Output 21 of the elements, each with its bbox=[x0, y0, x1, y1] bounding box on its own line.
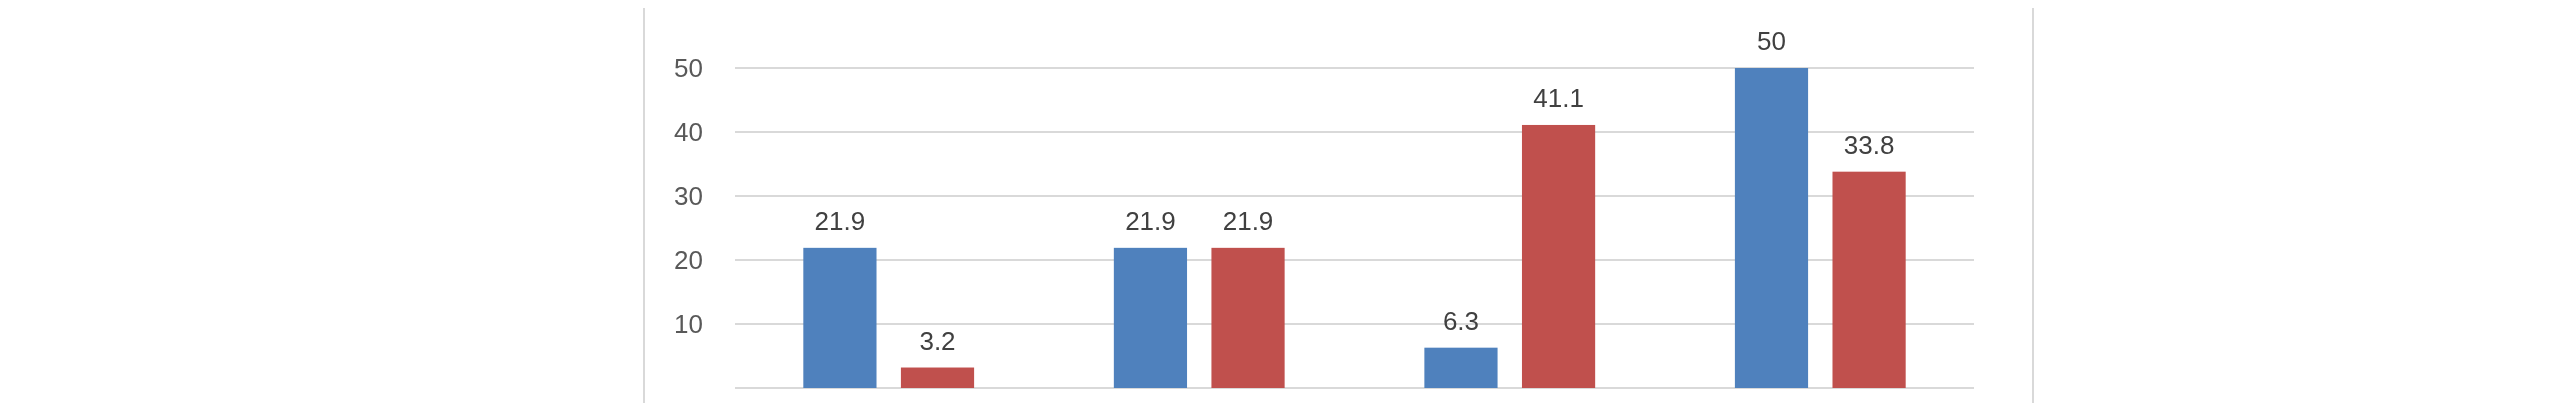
data-label: 21.9 bbox=[814, 205, 866, 236]
data-label: 41.1 bbox=[1533, 82, 1584, 113]
data-label: 6.3 bbox=[1442, 305, 1480, 336]
bar bbox=[1211, 247, 1285, 388]
bar bbox=[1521, 124, 1596, 388]
bar bbox=[900, 367, 975, 388]
y-tick-label: 30 bbox=[674, 181, 703, 212]
bar bbox=[1734, 68, 1809, 388]
data-label: 21.9 bbox=[1222, 205, 1274, 236]
data-label: 3.2 bbox=[919, 325, 956, 356]
bar bbox=[1113, 247, 1188, 388]
bar bbox=[1832, 171, 1906, 388]
bar bbox=[803, 247, 877, 388]
data-label: 33.8 bbox=[1843, 129, 1895, 160]
bar bbox=[1424, 347, 1498, 388]
y-tick-label: 50 bbox=[674, 53, 703, 84]
y-tick-label: 10 bbox=[674, 309, 703, 340]
data-label: 50 bbox=[1757, 26, 1786, 56]
data-label: 21.9 bbox=[1125, 205, 1176, 236]
y-tick-label: 40 bbox=[674, 117, 703, 148]
y-tick-label: 20 bbox=[674, 245, 703, 276]
